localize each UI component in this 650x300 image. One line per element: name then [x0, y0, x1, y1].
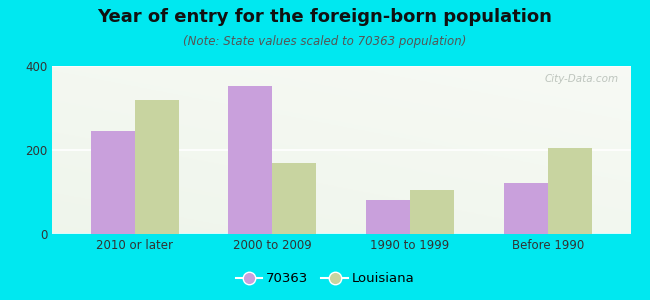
Bar	[135, 100, 179, 234]
Text: City-Data.com: City-Data.com	[545, 74, 619, 84]
Bar	[366, 200, 410, 234]
Bar	[272, 163, 317, 234]
Bar	[548, 148, 592, 234]
Bar	[228, 86, 272, 234]
Bar	[504, 183, 548, 234]
Legend: 70363, Louisiana: 70363, Louisiana	[230, 267, 420, 290]
Bar	[410, 190, 454, 234]
Text: Year of entry for the foreign-born population: Year of entry for the foreign-born popul…	[98, 8, 552, 26]
Text: (Note: State values scaled to 70363 population): (Note: State values scaled to 70363 popu…	[183, 34, 467, 47]
Bar	[90, 131, 135, 234]
